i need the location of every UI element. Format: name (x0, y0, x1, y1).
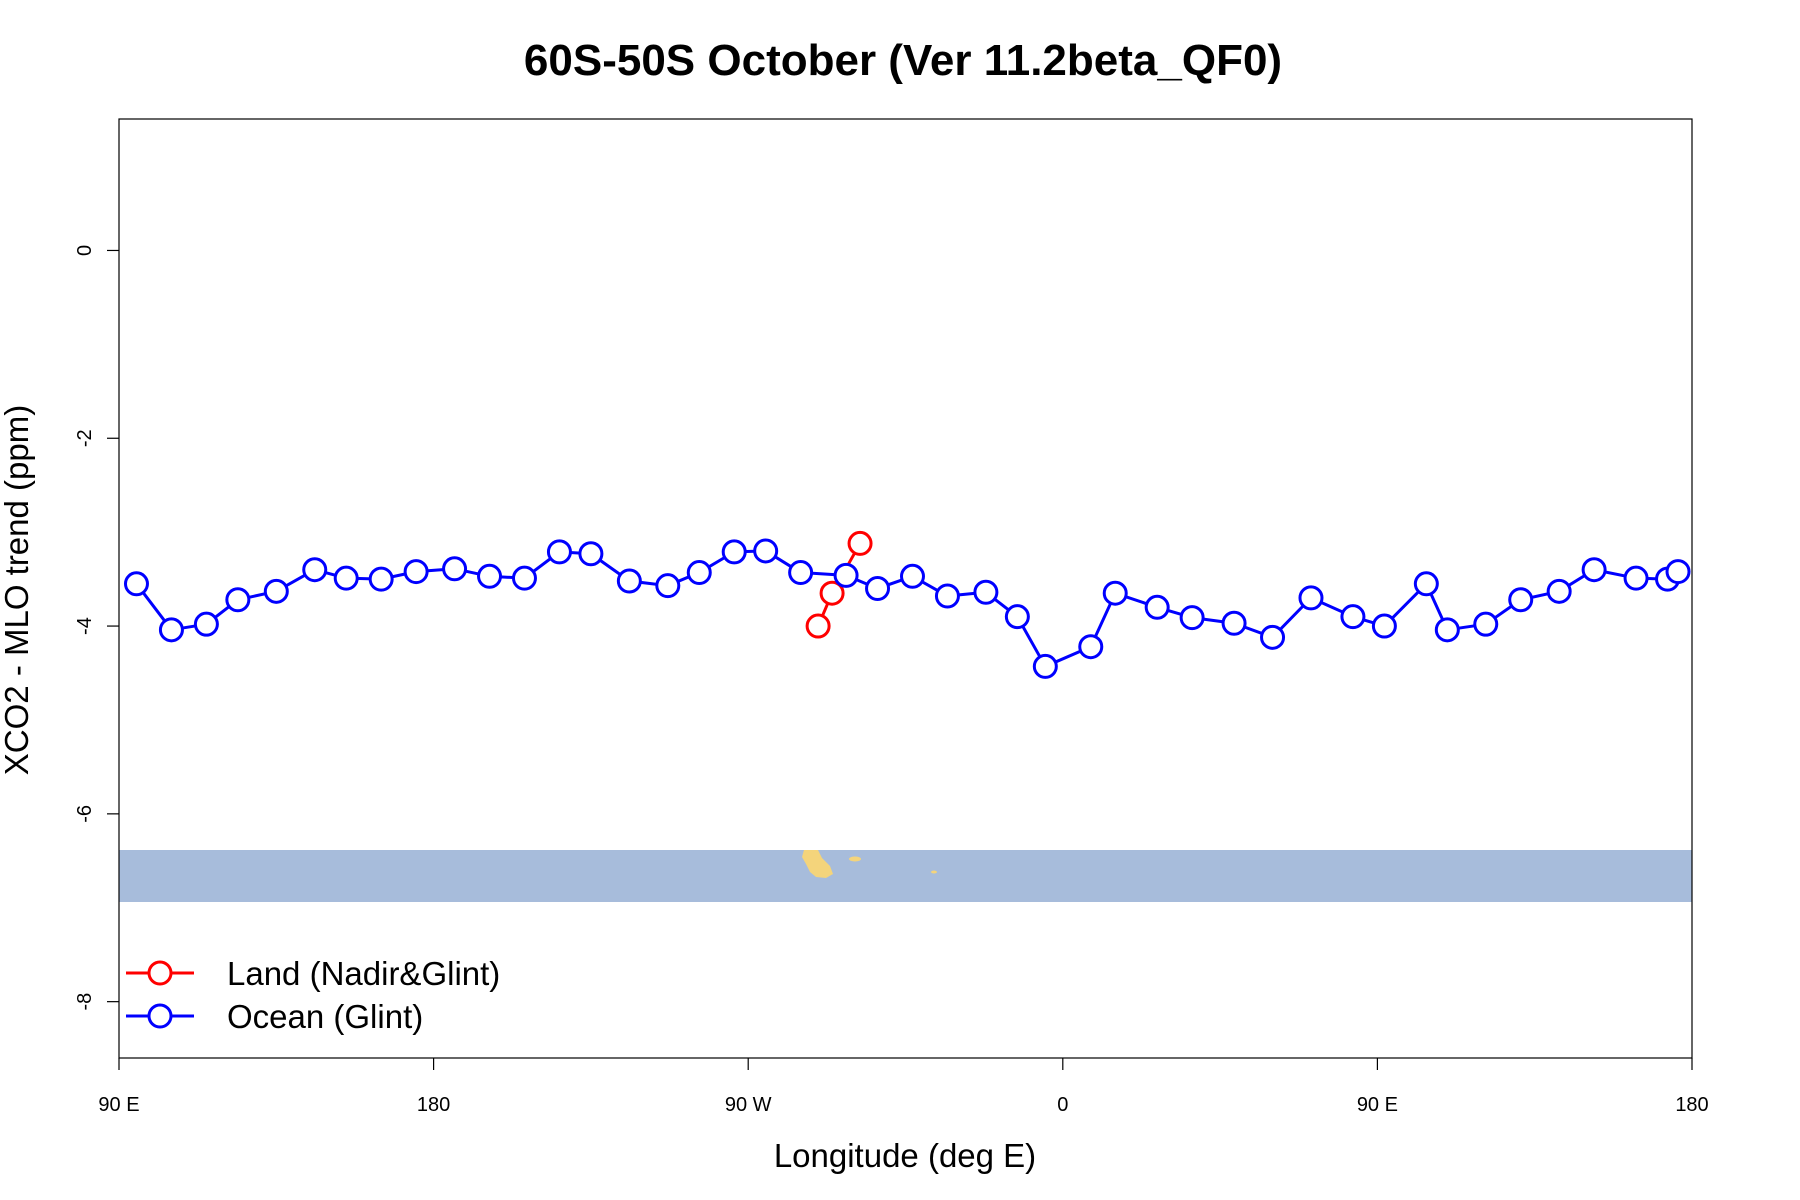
x-axis: 90 E 180 90 W 0 90 E 180 (98, 1058, 1709, 1116)
ocean-data-point (1434, 617, 1460, 643)
chart-title: 60S-50S October (Ver 11.2beta_QF0) (524, 36, 1282, 85)
y-axis: 0 -2 -4 -6 -8 (74, 245, 119, 1011)
y-axis-label: XCO2 - MLO trend (ppm) (0, 405, 35, 775)
ocean-data-point (1665, 559, 1691, 585)
y-tick-label: -8 (74, 993, 96, 1011)
map-strip (119, 850, 1692, 902)
ocean-data-point (1102, 580, 1128, 606)
ocean-data-point (193, 611, 219, 637)
y-tick-label: -6 (74, 805, 96, 823)
x-tick-label: 180 (417, 1094, 450, 1116)
ocean-data-point (1508, 587, 1534, 613)
ocean-data-point (1221, 610, 1247, 636)
series-land (805, 530, 873, 639)
ocean-data-point (899, 563, 925, 589)
legend-ocean-marker (147, 1003, 173, 1029)
ocean-data-point (546, 539, 572, 565)
x-axis-label: Longitude (deg E) (774, 1137, 1036, 1174)
ocean-data-point (934, 583, 960, 609)
legend-ocean-label: Ocean (Glint) (227, 998, 423, 1035)
ocean-data-point (1371, 613, 1397, 639)
ocean-data-point (1546, 578, 1572, 604)
south-georgia-island (931, 870, 937, 874)
ocean-data-point (1581, 557, 1607, 583)
ocean-data-point (1298, 585, 1324, 611)
plot-frame (118, 118, 1693, 1059)
y-tick-label: -2 (74, 429, 96, 447)
ocean-data-point (263, 578, 289, 604)
legend: Land (Nadir&Glint) Ocean (Glint) (126, 955, 500, 1035)
ocean-data-point (1623, 565, 1649, 591)
x-tick-label: 180 (1675, 1094, 1708, 1116)
x-tick-label: 0 (1057, 1094, 1068, 1116)
ocean-data-point (1179, 605, 1205, 631)
series-ocean (123, 538, 1691, 679)
series-layer (123, 530, 1691, 679)
south-america-landmass (802, 850, 833, 878)
ocean-data-point (1004, 604, 1030, 630)
ocean-data-point (302, 557, 328, 583)
ocean-data-point (368, 566, 394, 592)
ocean-data-point (616, 568, 642, 594)
ocean-data-point (833, 562, 859, 588)
legend-land-marker (147, 960, 173, 986)
ocean-data-point (1078, 634, 1104, 660)
ocean-data-point (158, 617, 184, 643)
ocean-data-point (123, 571, 149, 597)
ocean-data-point (1144, 594, 1170, 620)
legend-land-label: Land (Nadir&Glint) (227, 955, 500, 992)
falkland-islands (849, 856, 861, 862)
ocean-data-point (686, 560, 712, 586)
ocean-data-point (721, 539, 747, 565)
ocean-data-point (1260, 624, 1286, 650)
land-data-point (805, 613, 831, 639)
x-tick-label: 90 E (1357, 1094, 1398, 1116)
ocean-band (119, 850, 1692, 902)
y-tick-label: -4 (74, 617, 96, 635)
ocean-data-point (1340, 604, 1366, 630)
land-data-point (847, 530, 873, 556)
ocean-data-point (442, 556, 468, 582)
ocean-data-point (865, 576, 891, 601)
ocean-data-point (753, 538, 779, 564)
ocean-data-point (788, 560, 814, 586)
ocean-data-point (225, 587, 251, 613)
ocean-data-point (1032, 653, 1058, 679)
ocean-data-point (403, 559, 429, 585)
land-data-point (819, 580, 845, 606)
ocean-data-point (655, 573, 681, 599)
ocean-data-point (1413, 571, 1439, 597)
y-tick-label: 0 (74, 245, 96, 256)
ocean-data-point (511, 565, 537, 591)
x-tick-label: 90 E (98, 1094, 139, 1116)
ocean-data-point (578, 541, 604, 567)
ocean-data-point (333, 565, 359, 591)
ocean-data-point (1473, 611, 1499, 637)
ocean-data-point (973, 579, 999, 605)
ocean-data-point (477, 563, 503, 589)
x-tick-label: 90 W (725, 1094, 772, 1116)
